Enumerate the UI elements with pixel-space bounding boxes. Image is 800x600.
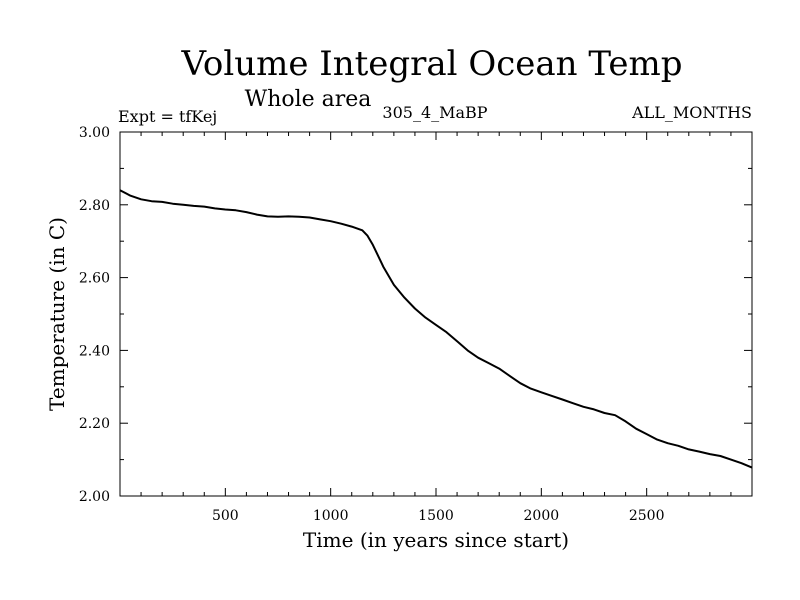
y-axis-label: Temperature (in C) — [45, 217, 69, 411]
chart-title: Volume Integral Ocean Temp — [180, 44, 682, 84]
y-tick-label: 2.80 — [79, 198, 110, 214]
x-tick-label: 2500 — [629, 508, 665, 524]
x-tick-label: 1500 — [418, 508, 454, 524]
y-tick-label: 3.00 — [79, 125, 110, 141]
x-axis-label: Time (in years since start) — [303, 528, 569, 552]
run-label: 305_4_MaBP — [382, 103, 487, 122]
series-layer — [119, 189, 753, 469]
y-tick-label: 2.20 — [79, 416, 110, 432]
x-tick-label: 2000 — [524, 508, 560, 524]
y-axis: 2.00 2.20 2.40 2.60 2.80 3.00 — [79, 125, 752, 505]
y-tick-label: 2.00 — [79, 489, 110, 505]
experiment-label: Expt = tfKej — [118, 107, 217, 126]
x-tick-label: 1000 — [313, 508, 349, 524]
x-axis: 500 1000 1500 2000 2500 — [140, 132, 732, 524]
temperature-series-line — [119, 189, 753, 469]
chart-subtitle: Whole area — [245, 87, 372, 112]
period-label: ALL_MONTHS — [631, 103, 752, 122]
plot-frame — [119, 131, 753, 497]
y-tick-label: 2.40 — [79, 343, 110, 359]
y-tick-label: 2.60 — [79, 271, 110, 287]
x-tick-label: 500 — [212, 508, 239, 524]
